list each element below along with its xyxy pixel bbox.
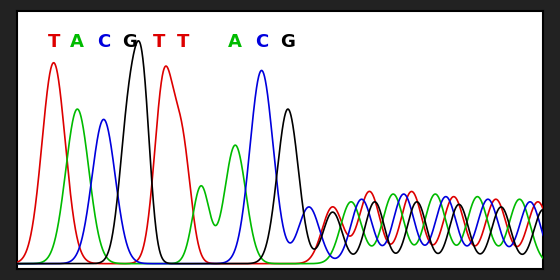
Text: G: G xyxy=(281,33,295,51)
Text: T: T xyxy=(48,33,60,51)
Text: A: A xyxy=(71,33,84,51)
Text: G: G xyxy=(123,33,137,51)
Text: C: C xyxy=(255,33,268,51)
Text: A: A xyxy=(228,33,242,51)
Text: T: T xyxy=(153,33,165,51)
Text: T: T xyxy=(176,33,189,51)
Text: C: C xyxy=(97,33,110,51)
